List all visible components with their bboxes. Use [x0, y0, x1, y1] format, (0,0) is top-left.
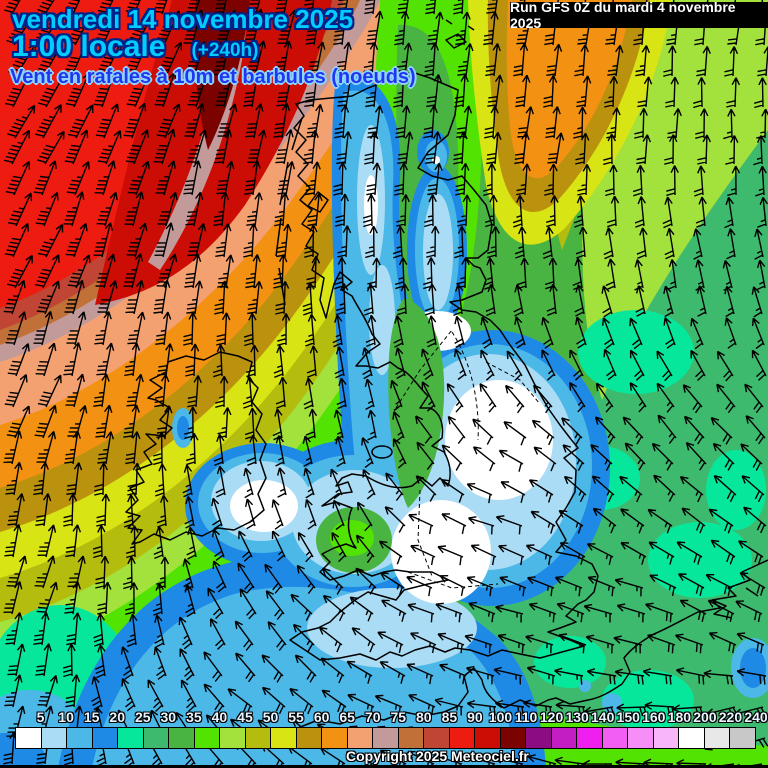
coast-rhine-delta: [711, 587, 759, 619]
legend-value-label: 160: [642, 709, 666, 725]
legend-swatch: [168, 727, 194, 749]
legend-swatch: [729, 727, 756, 749]
border-inland-2: [407, 571, 499, 589]
legend-swatch: [601, 727, 628, 749]
legend-value-label: 35: [186, 709, 202, 725]
legend-value-label: 30: [160, 709, 177, 725]
legend-swatch: [372, 727, 398, 749]
legend-swatch: [244, 727, 271, 749]
coast-continent: [239, 559, 768, 743]
legend-value-labels: 5 10 15 20 25 30 35 40 45 50 55 60 65 70 75 80 85 90 100 11…: [15, 709, 768, 727]
coast-ireland: [125, 351, 267, 545]
legend-swatch: [550, 727, 577, 749]
legend-swatch: [525, 727, 551, 749]
color-region: [740, 648, 766, 688]
legend-value-label: 10: [58, 709, 74, 725]
wind-barbs-layer: [3, 0, 768, 768]
legend-value-label: 45: [237, 709, 253, 725]
legend-value-label: 120: [539, 709, 564, 725]
model-run-banner: Run GFS 0Z du mardi 4 novembre 2025: [510, 0, 768, 31]
legend-swatch: [295, 727, 322, 749]
legend-value-label: 100: [488, 709, 513, 725]
legend-swatch: [474, 727, 500, 749]
color-region: [648, 522, 752, 598]
coast-hebrides: [275, 117, 329, 306]
legend-swatch: [576, 727, 602, 749]
legend-value-label: 85: [441, 709, 458, 725]
legend-swatch: [423, 727, 449, 749]
color-region: [391, 500, 491, 604]
legend-value-label: 75: [390, 709, 407, 725]
color-region: [330, 520, 374, 556]
legend-value-label: 220: [718, 709, 743, 725]
legend-value-label: 65: [339, 709, 355, 725]
color-region: [445, 380, 553, 500]
legend-swatch: [117, 727, 143, 749]
legend-swatch: [219, 727, 245, 749]
color-region: [534, 636, 606, 688]
legend-swatch: [91, 727, 118, 749]
legend-value-label: 5: [36, 709, 45, 725]
legend-swatch: [346, 727, 373, 749]
legend-value-label: 80: [416, 709, 432, 725]
coast-orkney: [445, 19, 475, 49]
coastlines: [125, 19, 768, 743]
color-region: [706, 450, 766, 530]
copyright-notice: Copyright 2025 Meteociel.fr: [346, 748, 529, 764]
legend-color-swatches: [15, 727, 756, 749]
coast-great-britain: [289, 71, 599, 661]
legend-swatch: [142, 727, 169, 749]
legend-value-label: 200: [693, 709, 717, 725]
legend-value-label: 15: [83, 709, 100, 725]
legend-value-label: 40: [211, 709, 228, 725]
legend-swatch: [448, 727, 475, 749]
legend-value-label: 90: [467, 709, 483, 725]
legend-swatch: [270, 727, 296, 749]
color-region: [506, 0, 632, 179]
legend-swatch: [397, 727, 424, 749]
legend-value-label: 60: [313, 709, 330, 725]
legend-swatch: [499, 727, 526, 749]
legend-value-label: 70: [364, 709, 381, 725]
legend-swatch: [321, 727, 347, 749]
color-region: [578, 310, 694, 394]
legend-value-label: 240: [744, 709, 768, 725]
legend-swatch: [193, 727, 220, 749]
border-wales-england: [417, 489, 433, 577]
legend-value-label: 150: [616, 709, 640, 725]
legend-swatch: [703, 727, 730, 749]
legend-swatch: [652, 727, 679, 749]
bottom-border-bar: [0, 765, 768, 768]
legend-value-label: 55: [288, 709, 304, 725]
legend-value-label: 50: [262, 709, 279, 725]
legend-value-label: 110: [514, 709, 538, 725]
legend-value-label: 140: [591, 709, 615, 725]
legend-swatch: [678, 727, 704, 749]
border-scotland-england: [395, 329, 453, 409]
legend-swatch: [15, 727, 41, 749]
color-region: [177, 416, 189, 440]
legend-value-label: 180: [667, 709, 692, 725]
legend-value-label: 25: [134, 709, 151, 725]
legend-value-label: 130: [565, 709, 589, 725]
color-region: [602, 670, 694, 730]
legend-swatch: [40, 727, 67, 749]
coast-isle-of-man: [371, 445, 393, 459]
border-inland-3: [485, 361, 541, 405]
wind-barbs: [3, 0, 768, 768]
legend-swatch: [66, 727, 92, 749]
legend-swatch: [627, 727, 653, 749]
wind-speed-legend: 5 10 15 20 25 30 35 40 45 50 55 60 65 70 75 80 85 90 100 11…: [15, 709, 768, 749]
color-region: [423, 194, 453, 310]
color-region: [230, 480, 298, 532]
legend-value-label: 20: [109, 709, 125, 725]
